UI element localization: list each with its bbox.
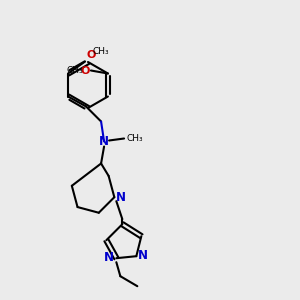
Text: N: N — [104, 251, 114, 264]
Text: CH₃: CH₃ — [126, 134, 143, 143]
Text: O: O — [86, 50, 95, 61]
Text: N: N — [116, 191, 126, 204]
Text: N: N — [99, 135, 109, 148]
Text: N: N — [138, 249, 148, 262]
Text: CH₃: CH₃ — [92, 47, 109, 56]
Text: CH₃: CH₃ — [66, 66, 83, 75]
Text: O: O — [80, 65, 90, 76]
